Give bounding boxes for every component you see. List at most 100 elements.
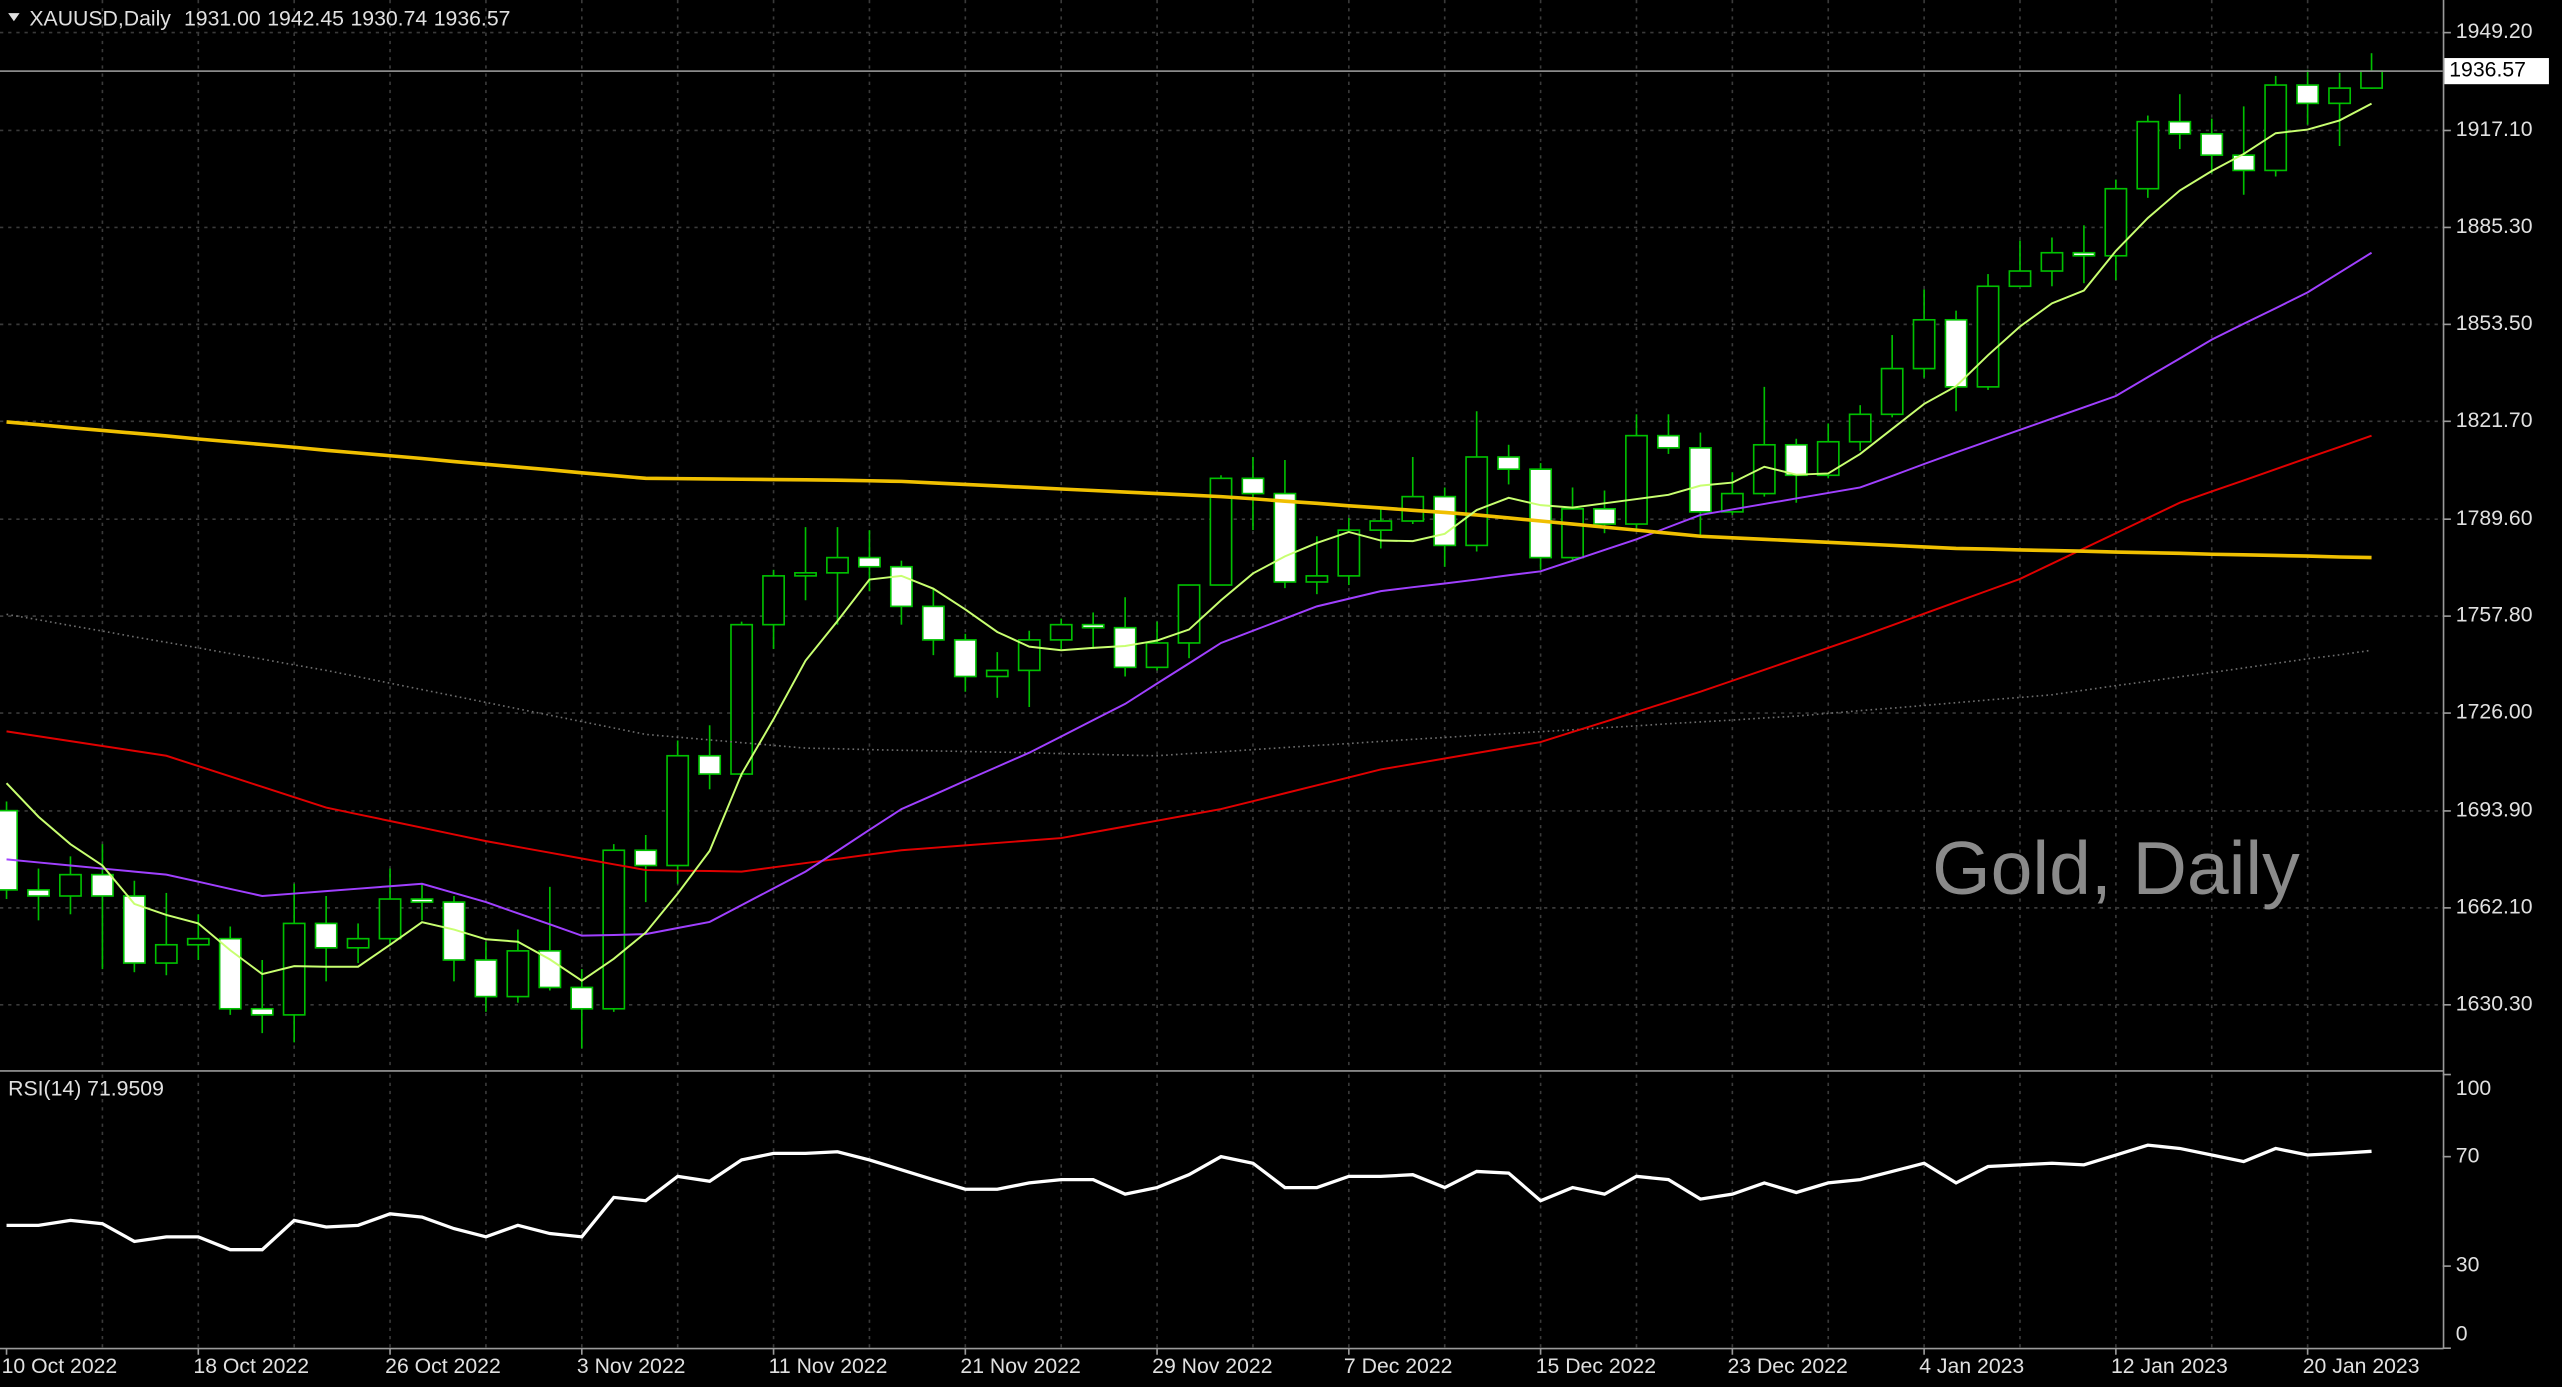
candle-body xyxy=(1688,447,1712,513)
x-tick-label: 11 Nov 2022 xyxy=(769,1355,888,1378)
x-tick-label: 10 Oct 2022 xyxy=(2,1355,118,1378)
candle-body xyxy=(858,556,881,568)
candle-body xyxy=(282,922,306,1016)
candle-body xyxy=(1369,520,1393,531)
candle-body xyxy=(570,986,594,1010)
candle-body xyxy=(634,849,658,867)
candle-body xyxy=(1561,507,1584,559)
moving-average-line xyxy=(6,434,2372,873)
x-tick-label: 12 Jan 2023 xyxy=(2111,1355,2228,1378)
candle-body xyxy=(1497,456,1521,470)
y-tick-label: 1885.30 xyxy=(2456,215,2533,238)
candle-body xyxy=(1656,434,1680,449)
candle-body xyxy=(1081,623,1105,629)
candle-body xyxy=(2328,87,2352,105)
plot-layer xyxy=(0,0,2443,1349)
candle-body xyxy=(2360,70,2383,89)
candle-body xyxy=(1113,626,1137,669)
candle-body xyxy=(1305,575,1329,583)
candle-body xyxy=(250,1007,274,1016)
symbol: XAUUSD,Daily xyxy=(29,7,171,30)
candle-body xyxy=(1720,492,1744,513)
candle-body xyxy=(27,889,50,897)
candle-body xyxy=(1465,456,1489,547)
candle-body xyxy=(1976,285,2000,388)
x-tick-label: 26 Oct 2022 xyxy=(385,1355,501,1378)
candle-body xyxy=(1145,642,1169,669)
candle-body xyxy=(826,556,849,574)
y-tick-label: 1662.10 xyxy=(2456,895,2533,918)
candle-body xyxy=(474,959,498,998)
x-tick-label: 29 Nov 2022 xyxy=(1152,1355,1272,1378)
candle-body xyxy=(59,873,82,897)
candle-body xyxy=(1337,529,1361,577)
last-price-label: 1936.57 xyxy=(2449,59,2526,82)
candle-body xyxy=(1209,477,1233,586)
y-tick-label: 1630.30 xyxy=(2456,992,2533,1015)
rsi-title: RSI(14) 71.9509 xyxy=(8,1077,164,1100)
candle-body xyxy=(985,669,1009,678)
candle-body xyxy=(1241,477,1265,495)
rsi-tick-label: 30 xyxy=(2456,1254,2480,1277)
x-tick-label: 20 Jan 2023 xyxy=(2303,1355,2420,1378)
y-tick-label: 1853.50 xyxy=(2456,312,2533,335)
x-tick-label: 15 Dec 2022 xyxy=(1536,1355,1656,1378)
candle-body xyxy=(2008,270,2032,288)
candle-body xyxy=(314,922,338,949)
candle-body xyxy=(1017,639,1041,672)
candle-body xyxy=(794,572,817,577)
candle-body xyxy=(1944,318,1968,388)
moving-average-line xyxy=(6,251,2373,937)
candle-body xyxy=(1593,507,1616,525)
y-tick-label: 1917.10 xyxy=(2456,118,2533,141)
candle-body xyxy=(762,575,786,626)
chart-header: XAUUSD,Daily 1931.00 1942.45 1930.74 1936.57 xyxy=(29,7,510,30)
x-tick-label: 23 Dec 2022 xyxy=(1727,1355,1847,1378)
x-tick-label: 4 Jan 2023 xyxy=(1919,1355,2024,1378)
y-tick-label: 1949.20 xyxy=(2456,20,2533,43)
candle-body xyxy=(953,639,977,678)
candle-body xyxy=(2040,251,2064,272)
candle-body xyxy=(154,943,178,964)
candle-body xyxy=(378,898,402,940)
candle-body xyxy=(2232,154,2256,172)
rsi-tick-label: 0 xyxy=(2456,1323,2468,1346)
x-tick-label: 7 Dec 2022 xyxy=(1344,1355,1453,1378)
candle-body xyxy=(2104,187,2128,257)
candle-body xyxy=(410,898,434,903)
candle-body xyxy=(602,849,626,1010)
quote-close: 1936.57 xyxy=(434,7,511,30)
watermark: Gold, Daily xyxy=(1932,826,2300,910)
menu-triangle[interactable] xyxy=(8,13,20,22)
x-tick-label: 21 Nov 2022 xyxy=(960,1355,1080,1378)
moving-average-line xyxy=(5,102,2373,982)
candle-body xyxy=(2168,120,2192,135)
last-price-box xyxy=(2444,58,2549,85)
candle-body xyxy=(1273,492,1297,583)
moving-average-line xyxy=(6,420,2372,560)
y-tick-label: 1757.80 xyxy=(2456,604,2533,627)
y-tick-label: 1789.60 xyxy=(2456,507,2533,530)
candle-body xyxy=(1784,443,1808,477)
candle-body xyxy=(1625,434,1648,525)
candle-body xyxy=(506,950,530,998)
candle-body xyxy=(346,937,370,949)
candle-body xyxy=(2200,133,2224,156)
quote-open: 1931.00 xyxy=(184,7,261,30)
candle-body xyxy=(889,565,913,608)
candle-body xyxy=(1816,440,1840,477)
rsi-tick-label: 100 xyxy=(2456,1077,2491,1100)
candle-body xyxy=(538,950,562,989)
candle-body xyxy=(1433,495,1457,547)
candle-body xyxy=(442,901,466,961)
candle-body xyxy=(186,937,210,946)
quote-high: 1942.45 xyxy=(267,7,344,30)
quote-low: 1930.74 xyxy=(350,7,427,30)
y-tick-label: 1726.00 xyxy=(2456,701,2533,724)
candle-body xyxy=(122,895,146,964)
candle-body xyxy=(2072,251,2096,257)
x-tick-label: 18 Oct 2022 xyxy=(193,1355,309,1378)
candle-body xyxy=(1912,318,1936,370)
